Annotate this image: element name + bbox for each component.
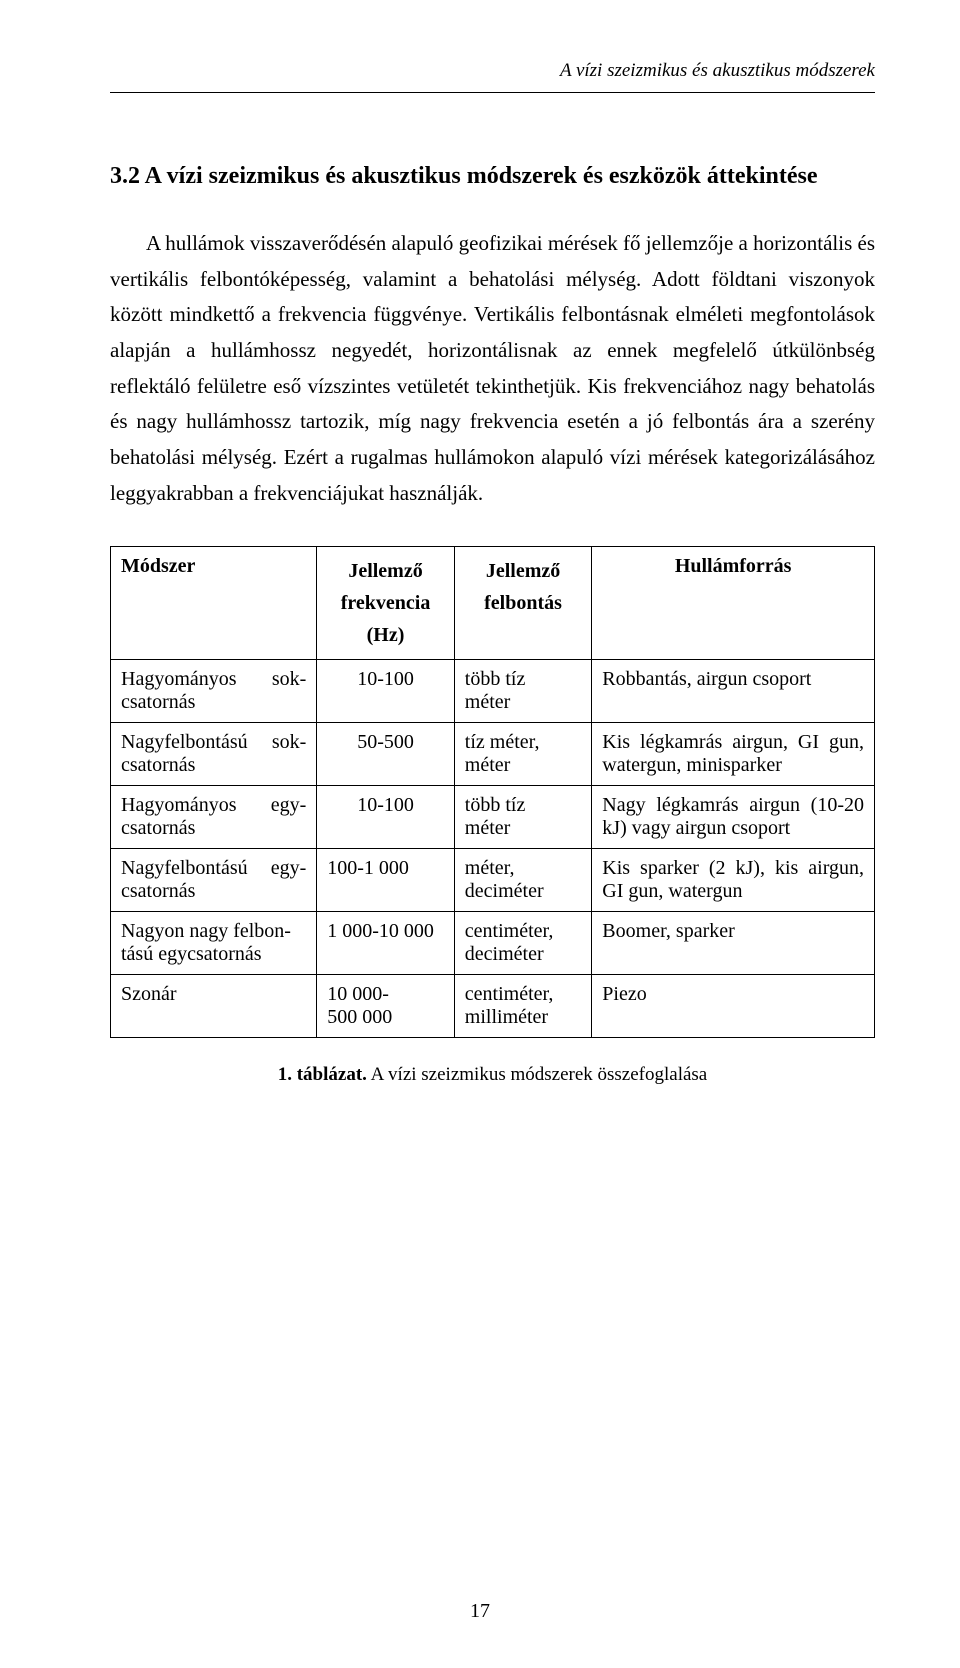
th-source: Hullámforrás (592, 546, 875, 659)
cell-freq: 10-100 (317, 659, 455, 722)
table-row: Nagyon nagy felbon- tású egycsatornás 1 … (111, 911, 875, 974)
table-row: Szonár 10 000- 500 000 centiméter, milli… (111, 974, 875, 1037)
body-paragraph: A hullámok visszaverődésén alapuló geofi… (110, 226, 875, 512)
cell-res: több tíz méter (454, 659, 592, 722)
freq: 50-500 (357, 731, 414, 753)
cell-source: Boomer, sparker (592, 911, 875, 974)
table-header-row: Módszer Jellemző frekvencia (Hz) Jellemz… (111, 546, 875, 659)
methods-table: Módszer Jellemző frekvencia (Hz) Jellemz… (110, 546, 875, 1038)
th-res-l2: felbontás (484, 592, 562, 614)
caption-number: 1. táblázat. (278, 1064, 367, 1085)
cell-method: Nagyon nagy felbon- tású egycsatornás (111, 911, 317, 974)
th-res-l1: Jellemző (486, 560, 560, 582)
method-r: sok- (272, 668, 306, 691)
method-l2: tású egycsatornás (121, 943, 306, 966)
page-number: 17 (0, 1600, 960, 1623)
res-l2: méter (465, 691, 511, 713)
cell-freq: 10 000- 500 000 (317, 974, 455, 1037)
method-l2: csatornás (121, 754, 306, 777)
cell-source: Kis légkamrás airgun, GI gun, watergun, … (592, 722, 875, 785)
table-row: Nagyfelbontású sok- csatornás 50-500 tíz… (111, 722, 875, 785)
method-l: Nagyfelbontású (121, 857, 248, 880)
method-l: Nagyon nagy felbon- (121, 920, 306, 943)
cell-res: méter, deciméter (454, 848, 592, 911)
cell-res: centiméter, milliméter (454, 974, 592, 1037)
cell-method: Nagyfelbontású egy- csatornás (111, 848, 317, 911)
method-l: Nagyfelbontású (121, 731, 248, 754)
res-l2: deciméter (465, 880, 544, 902)
res-l2: méter (465, 817, 511, 839)
res-l1: tíz méter, (465, 731, 540, 753)
table-caption: 1. táblázat. A vízi szeizmikus módszerek… (110, 1064, 875, 1086)
cell-source: Robbantás, airgun csoport (592, 659, 875, 722)
method-l2: csatornás (121, 691, 306, 714)
th-freq-l3: (Hz) (367, 624, 405, 646)
cell-res: tíz méter, méter (454, 722, 592, 785)
res-l1: centiméter, (465, 983, 554, 1005)
freq-l2: 500 000 (327, 1006, 392, 1028)
res-l1: több tíz (465, 794, 526, 816)
cell-freq: 50-500 (317, 722, 455, 785)
th-method: Módszer (111, 546, 317, 659)
th-freq-l2: frekvencia (341, 592, 431, 614)
res-l1: méter, (465, 857, 515, 879)
cell-method: Szonár (111, 974, 317, 1037)
cell-source: Nagy légkamrás airgun (10-20 kJ) vagy ai… (592, 785, 875, 848)
res-l1: több tíz (465, 668, 526, 690)
th-frequency: Jellemző frekvencia (Hz) (317, 546, 455, 659)
table-row: Nagyfelbontású egy- csatornás 100-1 000 … (111, 848, 875, 911)
cell-freq: 10-100 (317, 785, 455, 848)
freq: 10-100 (357, 668, 414, 690)
method-r: egy- (271, 857, 307, 880)
th-resolution: Jellemző felbontás (454, 546, 592, 659)
res-l2: deciméter (465, 943, 544, 965)
cell-method: Nagyfelbontású sok- csatornás (111, 722, 317, 785)
res-l2: milliméter (465, 1006, 548, 1028)
cell-freq: 1 000-10 000 (317, 911, 455, 974)
freq-l1: 10 000- (327, 983, 389, 1005)
table-row: Hagyományos sok- csatornás 10-100 több t… (111, 659, 875, 722)
cell-freq: 100-1 000 (317, 848, 455, 911)
cell-source: Piezo (592, 974, 875, 1037)
section-title: 3.2 A vízi szeizmikus és akusztikus móds… (110, 163, 875, 190)
header-rule (110, 92, 875, 93)
method-r: sok- (272, 731, 306, 754)
cell-method: Hagyományos egy- csatornás (111, 785, 317, 848)
method-l2: csatornás (121, 817, 306, 840)
cell-res: centiméter, deciméter (454, 911, 592, 974)
method-r: egy- (271, 794, 307, 817)
method-l2: csatornás (121, 880, 306, 903)
cell-source: Kis sparker (2 kJ), kis airgun, GI gun, … (592, 848, 875, 911)
freq: 10-100 (357, 794, 414, 816)
table-row: Hagyományos egy- csatornás 10-100 több t… (111, 785, 875, 848)
running-head: A vízi szeizmikus és akusztikus módszere… (110, 60, 875, 82)
method-l: Hagyományos (121, 668, 237, 691)
res-l2: méter (465, 754, 511, 776)
method-l: Hagyományos (121, 794, 237, 817)
cell-res: több tíz méter (454, 785, 592, 848)
th-freq-l1: Jellemző (348, 560, 422, 582)
res-l1: centiméter, (465, 920, 554, 942)
cell-method: Hagyományos sok- csatornás (111, 659, 317, 722)
caption-text: A vízi szeizmikus módszerek összefoglalá… (367, 1064, 707, 1085)
